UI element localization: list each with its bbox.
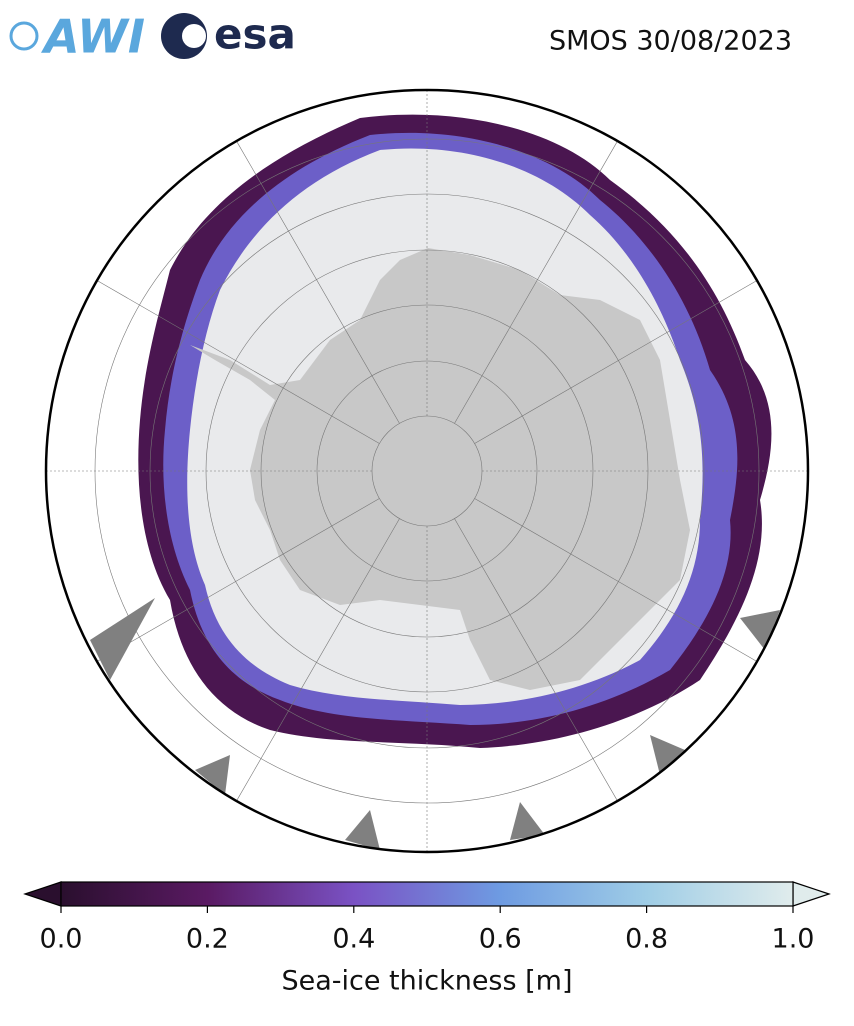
colorbar-ramp — [60, 881, 794, 907]
colorbar-over — [792, 881, 831, 907]
awi-text: AWI — [41, 10, 145, 64]
awi-icon — [9, 21, 39, 51]
colorbar-tick-label: 0.2 — [186, 924, 229, 955]
land — [90, 598, 155, 680]
land — [345, 810, 380, 850]
land — [195, 755, 230, 795]
colorbar-under — [23, 881, 62, 907]
meridians — [46, 90, 808, 852]
meridian — [96, 280, 380, 444]
colorbar-tick-label: 1.0 — [772, 924, 815, 955]
meridian — [236, 518, 400, 802]
parallel — [260, 304, 594, 638]
colorbar-label: Sea-ice thickness [m] — [281, 966, 572, 997]
meridian — [96, 498, 380, 662]
meridian — [474, 280, 758, 444]
map-boundary — [44, 88, 810, 854]
antarctica — [190, 248, 690, 690]
colorbar: Sea-ice thickness [m] 0.0 0.2 0.4 0.6 0.8 1.0 — [23, 881, 831, 997]
meridian — [454, 518, 618, 802]
colorbar-tick-label: 0.4 — [332, 924, 375, 955]
meridian — [236, 140, 400, 424]
esa-icon-inner — [182, 24, 206, 48]
land — [650, 735, 685, 775]
land — [740, 610, 780, 650]
parallel — [316, 360, 538, 582]
land — [510, 802, 545, 840]
map — [46, 90, 808, 852]
colorbar-tick-label: 0.8 — [625, 924, 668, 955]
colorbar-tick-label: 0.0 — [40, 924, 83, 955]
esa-logo: esa — [161, 10, 296, 59]
graticule — [46, 90, 808, 852]
colorbar-tick-label: 0.6 — [479, 924, 522, 955]
esa-text: esa — [214, 10, 296, 59]
awi-logo: AWI — [9, 10, 145, 64]
meridian — [474, 498, 758, 662]
title: SMOS 30/08/2023 — [549, 26, 792, 57]
meridian — [454, 140, 618, 424]
